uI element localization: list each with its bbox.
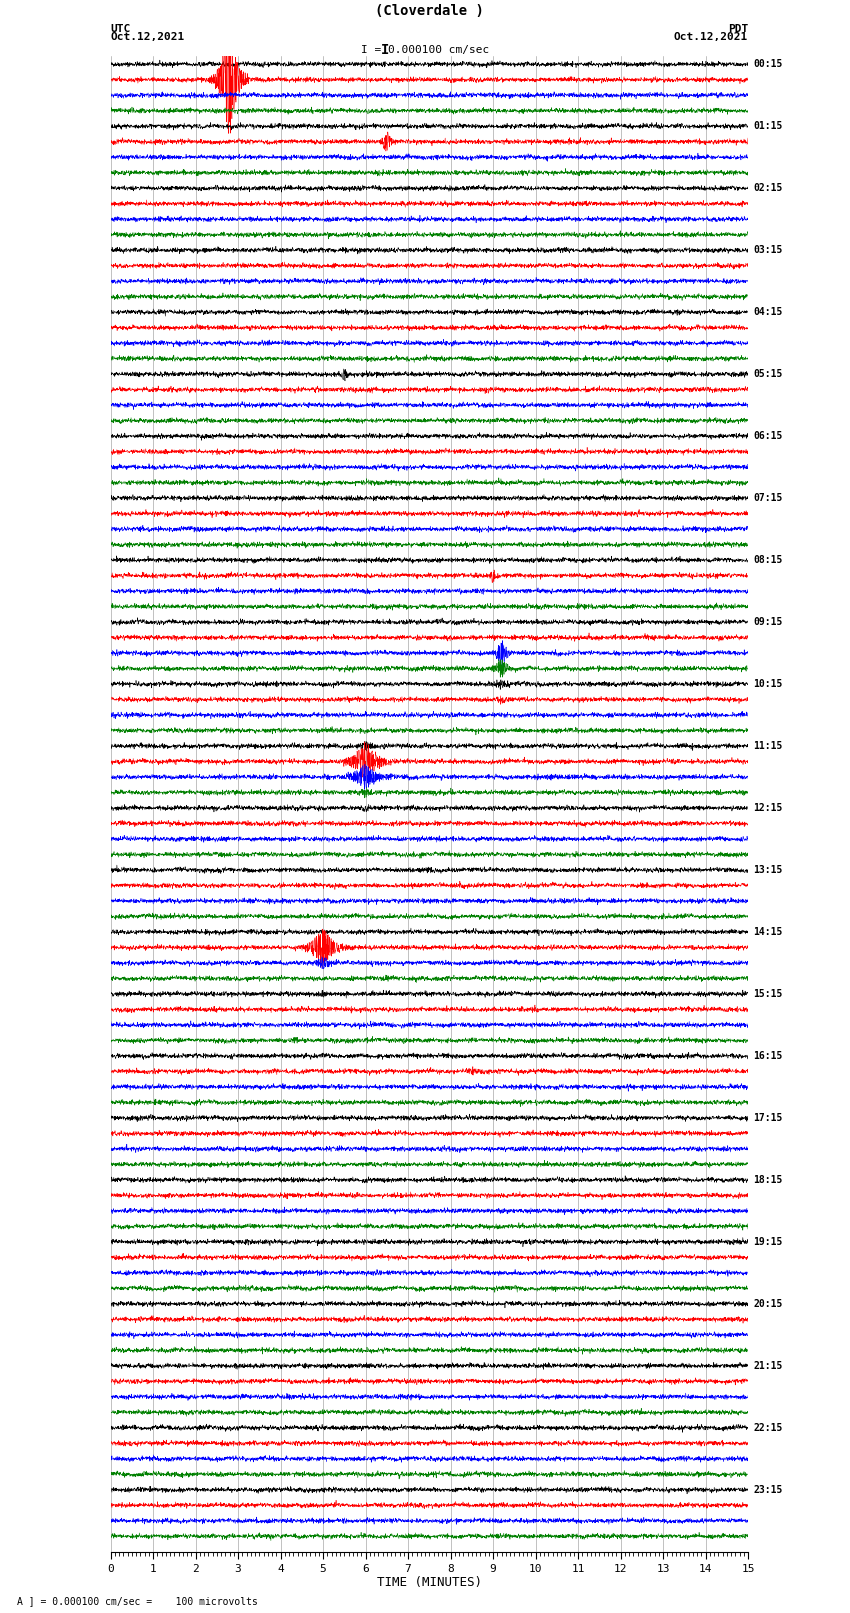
Text: 20:15: 20:15 xyxy=(753,1298,783,1308)
Text: 17:15: 17:15 xyxy=(753,1113,783,1123)
Text: 18:15: 18:15 xyxy=(753,1174,783,1186)
Text: 07:15: 07:15 xyxy=(753,494,783,503)
Text: Oct.12,2021: Oct.12,2021 xyxy=(110,32,184,42)
Text: 14:15: 14:15 xyxy=(753,927,783,937)
Text: I: I xyxy=(381,44,389,56)
Text: PDT: PDT xyxy=(728,24,748,34)
X-axis label: TIME (MINUTES): TIME (MINUTES) xyxy=(377,1576,482,1589)
Text: 08:15: 08:15 xyxy=(753,555,783,565)
Text: 00:15: 00:15 xyxy=(753,60,783,69)
Text: A ] = 0.000100 cm/sec =    100 microvolts: A ] = 0.000100 cm/sec = 100 microvolts xyxy=(17,1597,258,1607)
Text: 22:15: 22:15 xyxy=(753,1423,783,1432)
Text: 21:15: 21:15 xyxy=(753,1361,783,1371)
Text: I = 0.000100 cm/sec: I = 0.000100 cm/sec xyxy=(361,45,489,55)
Text: 01:15: 01:15 xyxy=(753,121,783,131)
Text: 23:15: 23:15 xyxy=(753,1484,783,1495)
Text: Oct.12,2021: Oct.12,2021 xyxy=(674,32,748,42)
Text: 10:15: 10:15 xyxy=(753,679,783,689)
Text: 03:15: 03:15 xyxy=(753,245,783,255)
Text: 12:15: 12:15 xyxy=(753,803,783,813)
Text: 16:15: 16:15 xyxy=(753,1052,783,1061)
Text: 05:15: 05:15 xyxy=(753,369,783,379)
Text: 13:15: 13:15 xyxy=(753,865,783,874)
Text: 09:15: 09:15 xyxy=(753,618,783,627)
Text: 06:15: 06:15 xyxy=(753,431,783,440)
Text: 11:15: 11:15 xyxy=(753,740,783,752)
Text: 04:15: 04:15 xyxy=(753,306,783,318)
Text: 19:15: 19:15 xyxy=(753,1237,783,1247)
Title: GCVB EHZ NC
(Cloverdale ): GCVB EHZ NC (Cloverdale ) xyxy=(375,0,484,18)
Text: UTC: UTC xyxy=(110,24,131,34)
Text: 02:15: 02:15 xyxy=(753,184,783,194)
Text: 15:15: 15:15 xyxy=(753,989,783,998)
